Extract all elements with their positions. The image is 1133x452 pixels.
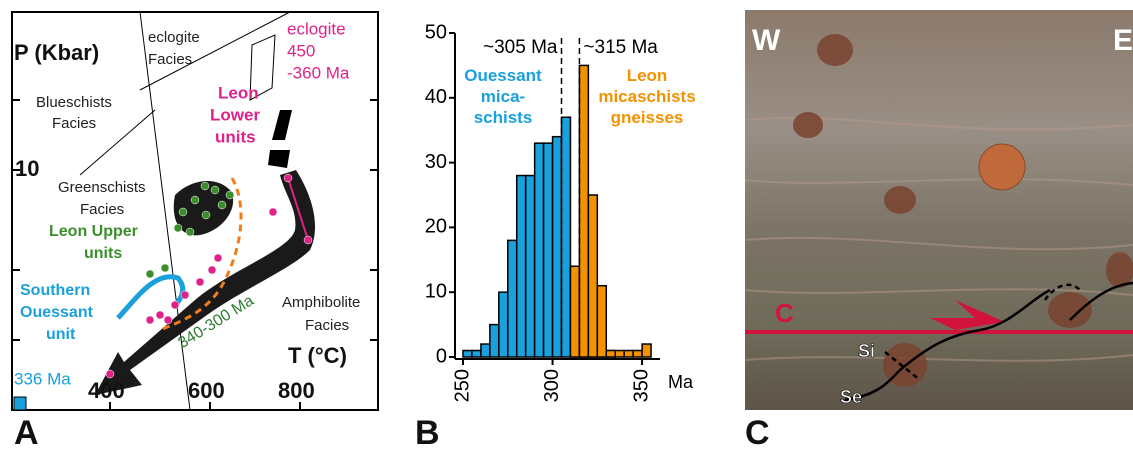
blue-labels: Southern Ouessant unit 336 Ma (14, 282, 94, 388)
label: unit (46, 326, 76, 343)
foliation (744, 116, 1133, 362)
label: Leon (218, 83, 259, 102)
foliation-trace (844, 281, 1133, 402)
shear-arrow (930, 300, 1005, 330)
bar (533, 142, 545, 358)
bar (462, 349, 473, 358)
panel-b: B Ma 0 10 20 30 40 50 250 300 350 ~305 Ma ~315 Ma O… (415, 21, 696, 452)
y-tick-label: 50 (425, 21, 447, 43)
panel-letter: C (745, 414, 770, 452)
x-tick-label: 300 (541, 369, 563, 402)
y-tick-label: 20 (425, 216, 447, 238)
label: Greenschists (58, 179, 146, 196)
label: Amphibolite (282, 294, 360, 311)
green-dots (145, 181, 235, 279)
label: Facies (80, 201, 124, 218)
label: Leon Upper (49, 223, 138, 240)
label: 450 (287, 41, 315, 60)
panel-letter: B (415, 414, 440, 452)
axis-label: 600 (188, 378, 225, 403)
bar (542, 142, 554, 358)
label: Si (858, 341, 875, 361)
label: Lower (210, 105, 260, 124)
bar (605, 349, 616, 358)
bar (596, 284, 608, 358)
ticks (12, 99, 378, 410)
axis-label: 10 (15, 156, 39, 181)
label: W (752, 24, 781, 57)
bar (524, 174, 536, 358)
panel-c: W E C Si Se C (744, 10, 1133, 452)
magenta-line (287, 177, 309, 241)
bar (480, 343, 491, 358)
label: T (°C) (288, 343, 347, 368)
coin (978, 143, 1026, 191)
facies-boundaries (79, 11, 291, 411)
bar (515, 174, 527, 358)
x-tick-label: 350 (630, 369, 652, 402)
label: Ouessant (20, 304, 94, 321)
y-tick-label: 30 (425, 151, 447, 173)
legend-label: Leon micaschists gneisses (598, 66, 695, 127)
label: units (84, 245, 122, 262)
label: eclogite (148, 29, 200, 46)
bar (507, 239, 518, 358)
marker-label: ~315 Ma (583, 37, 658, 58)
magenta-dots (105, 173, 313, 379)
bar (578, 64, 590, 358)
bar (587, 194, 599, 358)
bar (489, 323, 500, 358)
label: eclogite (287, 19, 346, 38)
label: E (1113, 24, 1133, 57)
label: Facies (305, 317, 349, 334)
blue-marker (13, 396, 27, 411)
axis-label: 400 (88, 378, 125, 403)
label: Facies (52, 115, 96, 132)
internal-trace (884, 283, 1081, 381)
bar (498, 291, 509, 358)
photo (745, 10, 1133, 410)
label: Se (840, 387, 862, 407)
marker-label: ~305 Ma (483, 37, 558, 58)
bar (623, 349, 634, 358)
dashed-path (159, 177, 243, 332)
panel-a: P (Kbar) eclogite Facies Blueschists Fac… (11, 11, 379, 452)
blue-path (116, 274, 186, 320)
axis-label: 800 (278, 378, 315, 403)
label: 336 Ma (14, 369, 71, 388)
bar (551, 135, 563, 358)
bar (632, 349, 643, 358)
bar (641, 343, 652, 358)
y-tick-label: 40 (425, 86, 447, 108)
magenta-labels: eclogite 450 -360 Ma Leon Lower units (210, 19, 350, 146)
label: Facies (148, 51, 192, 68)
x-axis-label: Ma (668, 372, 694, 392)
bar (560, 116, 572, 358)
label: Southern (20, 282, 90, 299)
bar (614, 349, 625, 358)
bar (471, 349, 482, 358)
label: Blueschists (36, 94, 112, 111)
x-tick-label: 250 (451, 369, 473, 402)
label: P (Kbar) (14, 40, 99, 65)
label: -360 Ma (287, 63, 350, 82)
panel-letter: A (14, 414, 39, 452)
path-segment (268, 110, 292, 168)
y-tick-label: 0 (436, 345, 447, 367)
bar (569, 265, 581, 358)
y-tick-label: 10 (425, 280, 447, 302)
legend-label: Ouessant mica-schists (464, 66, 542, 127)
label: units (215, 127, 256, 146)
label: C (775, 298, 794, 328)
pt-path (173, 180, 234, 236)
